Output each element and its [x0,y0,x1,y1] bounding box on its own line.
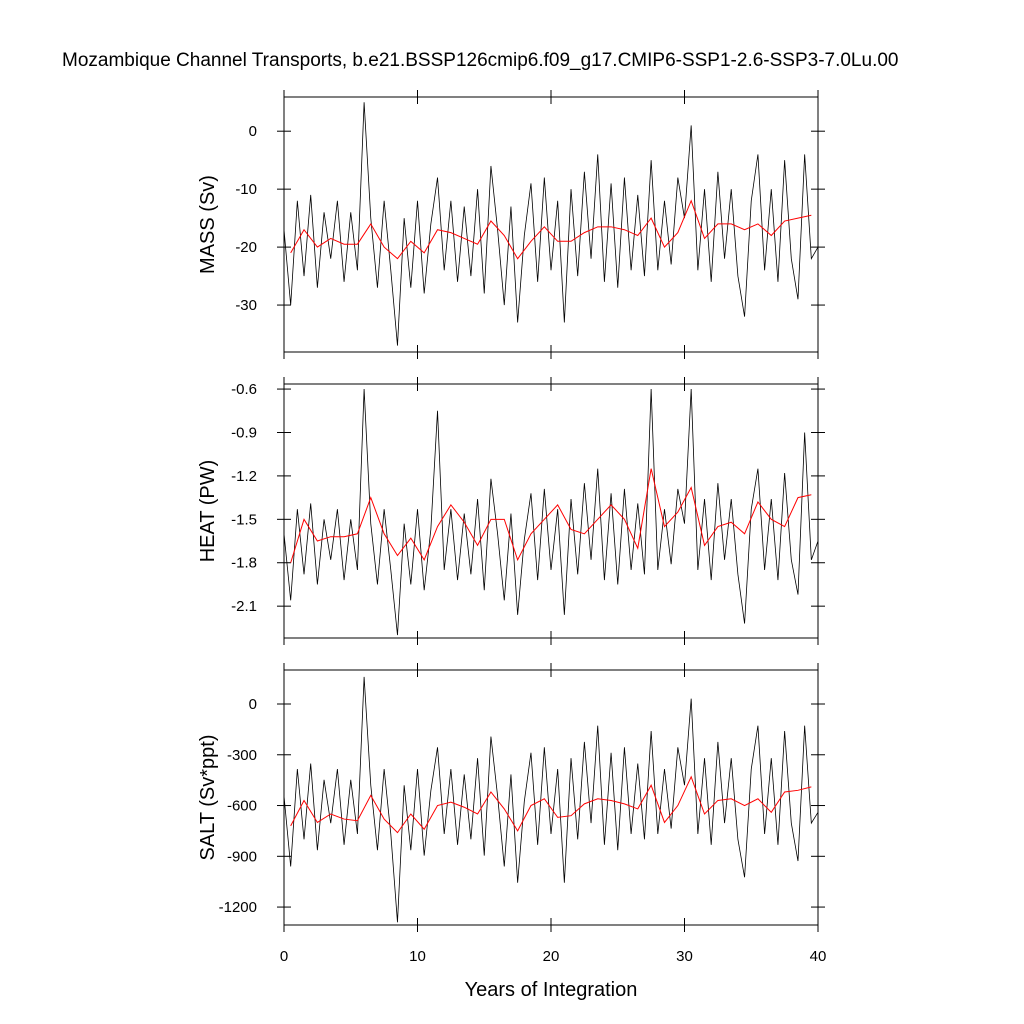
y-tick-label: -2.1 [231,598,257,615]
y-tick-label: -1.2 [231,468,257,485]
plot-frame [283,669,819,926]
y-tick-label: -600 [227,798,257,815]
x-axis-label: Years of Integration [465,979,638,1001]
series-line [283,102,819,346]
y-tick-label: -900 [227,848,257,865]
series-line [290,468,812,563]
x-tick-label: 40 [810,948,827,965]
x-tick-label: 20 [543,948,560,965]
plot-frame [283,96,819,353]
y-tick-label: -300 [227,747,257,764]
y-axis-label: SALT (Sv*ppt) [197,735,219,861]
y-tick-label: 0 [249,696,257,713]
x-tick-label: 10 [409,948,426,965]
series-line [290,775,812,834]
y-tick-label: -0.9 [231,424,257,441]
y-tick-label: -1200 [219,899,257,916]
plot-frame [283,383,819,639]
y-axis-label: MASS (Sv) [197,175,219,274]
y-tick-label: -20 [235,239,257,256]
series-line [283,389,819,636]
y-axis-label: HEAT (PW) [197,460,219,563]
x-tick-label: 30 [676,948,693,965]
series-line [290,199,812,260]
chart-title: Mozambique Channel Transports, b.e21.BSS… [62,50,898,71]
y-tick-label: 0 [249,123,257,140]
y-tick-label: -30 [235,297,257,314]
x-tick-label: 0 [280,948,288,965]
y-tick-label: -0.6 [231,381,257,398]
series-line [283,676,819,923]
y-tick-label: -1.8 [231,555,257,572]
y-tick-label: -10 [235,181,257,198]
y-tick-label: -1.5 [231,511,257,528]
